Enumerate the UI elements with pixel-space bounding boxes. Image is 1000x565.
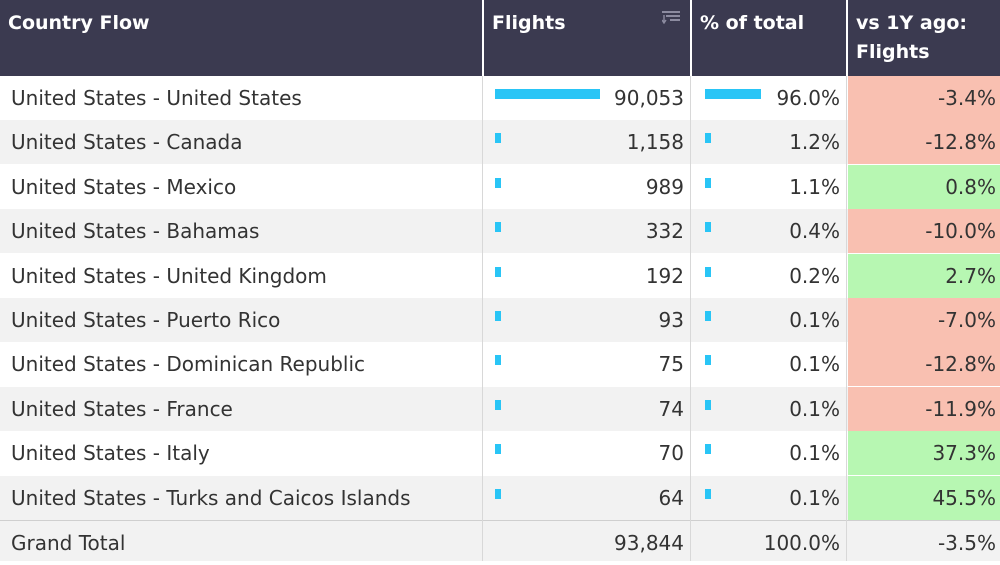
header-pct-label: % of total bbox=[700, 12, 805, 34]
percent-of-total-value: 0.1% bbox=[789, 485, 840, 510]
flights-bar bbox=[495, 177, 501, 188]
country-flow-cell: United States - Italy bbox=[11, 441, 210, 466]
country-flow-cell: United States - United Kingdom bbox=[11, 263, 327, 288]
header-country-flow[interactable]: Country Flow bbox=[0, 0, 482, 76]
grand-total-percent: 100.0% bbox=[763, 531, 840, 555]
flights-bar bbox=[495, 399, 501, 410]
grand-total-flights: 93,844 bbox=[614, 531, 684, 555]
country-flow-cell: United States - France bbox=[11, 396, 233, 421]
column-divider bbox=[690, 76, 691, 561]
country-flow-cell: United States - United States bbox=[11, 86, 302, 110]
table-row[interactable]: United States - France 74 0.1% -11.9% bbox=[0, 386, 1000, 431]
country-flow-cell: United States - Dominican Republic bbox=[11, 352, 366, 377]
grand-total-yoy: -3.5% bbox=[937, 531, 996, 555]
vs-1y-ago-value: -12.8% bbox=[848, 120, 1000, 165]
percent-bar bbox=[705, 266, 711, 277]
country-flow-cell: United States - Canada bbox=[11, 130, 243, 155]
table-row[interactable]: United States - United Kingdom 192 0.2% 2.7… bbox=[0, 253, 1000, 298]
table-row[interactable]: United States - Turks and Caicos Islands… bbox=[0, 475, 1000, 520]
flights-bar bbox=[495, 488, 501, 499]
country-flow-cell: United States - Puerto Rico bbox=[11, 308, 281, 332]
percent-of-total-value: 0.1% bbox=[789, 441, 840, 466]
flights-bar bbox=[495, 89, 600, 99]
flights-value: 64 bbox=[658, 485, 684, 510]
flights-bar bbox=[495, 222, 501, 233]
percent-of-total-value: 1.2% bbox=[789, 130, 840, 155]
flights-value: 93 bbox=[658, 308, 684, 332]
table-row[interactable]: United States - Mexico 989 1.1% 0.8% bbox=[0, 164, 1000, 209]
column-divider bbox=[482, 76, 483, 561]
percent-bar bbox=[705, 222, 711, 233]
flights-value: 192 bbox=[645, 263, 684, 288]
flights-bar bbox=[495, 444, 501, 455]
table-row[interactable]: United States - Dominican Republic 75 0.1%… bbox=[0, 342, 1000, 387]
header-percent-of-total[interactable]: % of total bbox=[692, 0, 846, 76]
flights-bar bbox=[495, 266, 501, 277]
vs-1y-ago-value: -12.8% bbox=[848, 342, 1000, 387]
flights-value: 90,053 bbox=[614, 86, 684, 110]
flights-bar bbox=[495, 311, 501, 321]
header-country-label: Country Flow bbox=[8, 12, 150, 34]
flights-value: 332 bbox=[645, 219, 684, 244]
grand-total-row: Grand Total 93,844 100.0% -3.5% bbox=[0, 520, 1000, 561]
vs-1y-ago-value: -10.0% bbox=[848, 209, 1000, 254]
percent-bar bbox=[705, 444, 711, 455]
vs-1y-ago-value: -3.4% bbox=[848, 76, 1000, 120]
percent-of-total-value: 1.1% bbox=[789, 174, 840, 199]
table-row[interactable]: United States - Canada 1,158 1.2% -12.8% bbox=[0, 120, 1000, 165]
header-divider bbox=[690, 0, 692, 76]
vs-1y-ago-value: 2.7% bbox=[848, 253, 1000, 298]
percent-bar bbox=[705, 311, 711, 321]
country-flow-cell: United States - Bahamas bbox=[11, 219, 260, 244]
percent-bar bbox=[705, 355, 711, 366]
percent-of-total-value: 0.1% bbox=[789, 396, 840, 421]
percent-bar bbox=[705, 177, 711, 188]
table-row[interactable]: United States - Puerto Rico 93 0.1% -7.0% bbox=[0, 298, 1000, 342]
flights-value: 75 bbox=[658, 352, 684, 377]
header-divider bbox=[846, 0, 848, 76]
percent-bar bbox=[705, 399, 711, 410]
flights-value: 74 bbox=[658, 396, 684, 421]
header-yoy-label: vs 1Y ago: Flights bbox=[856, 12, 967, 63]
vs-1y-ago-value: 45.5% bbox=[848, 475, 1000, 520]
percent-of-total-value: 0.1% bbox=[789, 352, 840, 377]
table-row[interactable]: United States - Italy 70 0.1% 37.3% bbox=[0, 431, 1000, 476]
vs-1y-ago-value: 0.8% bbox=[848, 164, 1000, 209]
column-divider bbox=[846, 76, 847, 561]
country-flow-cell: United States - Mexico bbox=[11, 174, 237, 199]
flights-value: 70 bbox=[658, 441, 684, 466]
vs-1y-ago-value: 37.3% bbox=[848, 431, 1000, 476]
flights-bar bbox=[495, 133, 501, 144]
grand-total-label: Grand Total bbox=[11, 531, 126, 555]
percent-bar bbox=[705, 89, 761, 99]
table-row[interactable]: United States - United States 90,053 96.0%… bbox=[0, 76, 1000, 120]
percent-of-total-value: 0.4% bbox=[789, 219, 840, 244]
percent-of-total-value: 96.0% bbox=[776, 86, 840, 110]
table-row[interactable]: United States - Bahamas 332 0.4% -10.0% bbox=[0, 209, 1000, 254]
flights-value: 1,158 bbox=[626, 130, 684, 155]
header-divider bbox=[482, 0, 484, 76]
table-header: Country Flow Flights % of total vs 1Y ag… bbox=[0, 0, 1000, 76]
percent-bar bbox=[705, 133, 711, 144]
flights-value: 989 bbox=[645, 174, 684, 199]
header-flights[interactable]: Flights bbox=[484, 0, 690, 76]
vs-1y-ago-value: -7.0% bbox=[848, 298, 1000, 342]
flights-bar bbox=[495, 355, 501, 366]
percent-bar bbox=[705, 488, 711, 499]
country-flow-cell: United States - Turks and Caicos Islands bbox=[11, 485, 411, 510]
sort-descending-icon[interactable] bbox=[662, 10, 680, 24]
percent-of-total-value: 0.2% bbox=[789, 263, 840, 288]
header-vs-1y-ago[interactable]: vs 1Y ago: Flights bbox=[848, 0, 1000, 76]
percent-of-total-value: 0.1% bbox=[789, 308, 840, 332]
vs-1y-ago-value: -11.9% bbox=[848, 386, 1000, 431]
header-flights-label: Flights bbox=[492, 12, 566, 34]
